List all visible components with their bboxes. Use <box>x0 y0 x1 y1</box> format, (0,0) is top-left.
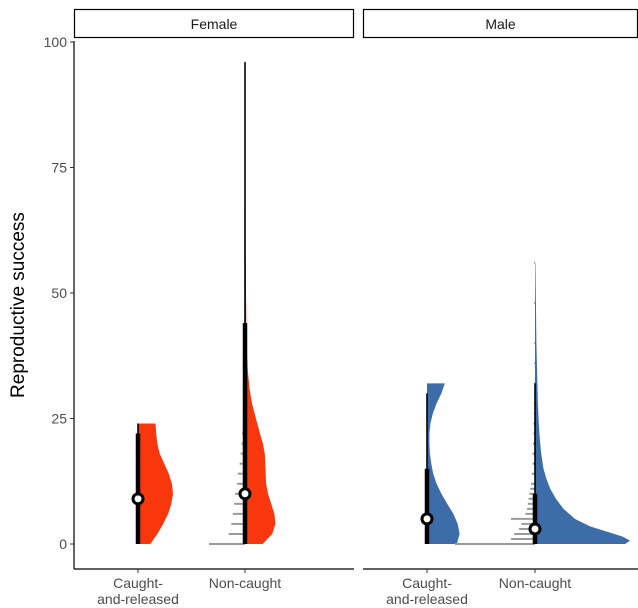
y-axis-label: Reproductive success <box>8 212 29 398</box>
facet-strip-label: Male <box>485 16 516 32</box>
x-tick-label: Non-caught <box>499 575 571 591</box>
median-point <box>238 487 252 501</box>
y-tick-label: 75 <box>51 160 67 176</box>
y-tick-label: 100 <box>44 34 68 50</box>
density-cloud <box>535 262 630 544</box>
x-tick-label: Caught-and-released <box>97 575 179 607</box>
facet-strip-label: Female <box>191 16 238 32</box>
axes: Caught-and-released Non-caught Caught-and-… <box>44 34 638 607</box>
point-intervals <box>131 62 542 544</box>
facet-strips: Female Male <box>73 8 638 39</box>
facet-strip <box>73 8 355 39</box>
density-clouds <box>138 62 630 544</box>
x-tick-label: Non-caught <box>209 575 281 591</box>
density-cloud <box>138 423 173 544</box>
y-tick-label: 25 <box>51 411 67 427</box>
median-point <box>528 522 542 536</box>
median-point <box>131 492 145 506</box>
x-tick-label: Caught-and-released <box>386 575 468 607</box>
facet-strip <box>362 8 638 39</box>
y-tick-label: 0 <box>59 536 67 552</box>
density-cloud <box>245 62 276 544</box>
density-cloud <box>427 383 460 544</box>
y-tick-label: 50 <box>51 285 67 301</box>
median-point <box>420 512 434 526</box>
